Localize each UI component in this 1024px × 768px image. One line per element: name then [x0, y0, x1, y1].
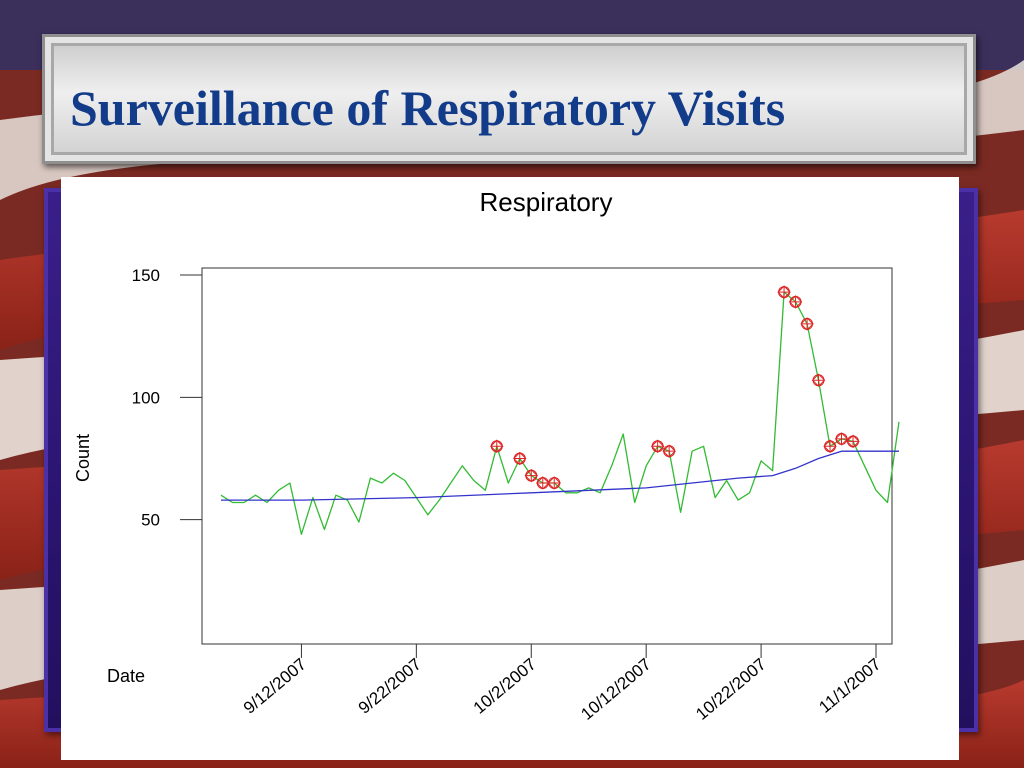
x-tick-label: 10/2/2007 [470, 655, 540, 718]
alert-marker [834, 432, 849, 446]
x-tick-label: 11/1/2007 [815, 655, 884, 717]
alert-marker [788, 295, 803, 309]
y-tick-label: 50 [141, 511, 160, 530]
observed-series-line [220, 291, 900, 535]
respiratory-chart: Respiratory 50 100 150 9/12/2007 9/22/2007 1… [73, 187, 900, 724]
alert-marker [777, 285, 791, 299]
x-axis-label: Date [107, 666, 145, 686]
plot-frame [201, 267, 893, 645]
alert-marker [811, 373, 826, 387]
alert-marker [547, 476, 561, 490]
series-layer [220, 291, 900, 535]
y-axis: 50 100 150 [132, 266, 202, 530]
chart-title: Respiratory [480, 187, 613, 217]
alert-layer [490, 285, 860, 490]
title-frame [42, 34, 976, 164]
y-tick-label: 100 [132, 388, 160, 407]
y-axis-label: Count [73, 434, 93, 482]
x-tick-label: 10/22/2007 [692, 655, 769, 724]
x-tick-label: 10/12/2007 [577, 655, 654, 724]
alert-marker [823, 439, 837, 453]
alert-marker [490, 439, 504, 453]
alert-marker [846, 434, 860, 449]
alert-marker [800, 317, 814, 331]
x-tick-label: 9/12/2007 [240, 655, 310, 718]
alert-marker [524, 468, 538, 483]
y-tick-label: 150 [132, 266, 160, 285]
baseline-series-line [221, 450, 899, 501]
x-axis: 9/12/2007 9/22/2007 10/2/2007 10/12/2007 10/… [240, 644, 885, 724]
alert-marker [662, 444, 676, 458]
alert-marker [536, 476, 550, 490]
x-tick-label: 9/22/2007 [355, 655, 425, 718]
slide-title: Surveillance of Respiratory Visits [70, 80, 786, 136]
chart-card: Respiratory 50 100 150 9/12/2007 9/22/2007 1… [61, 177, 959, 760]
alert-marker [513, 451, 527, 466]
alert-marker [650, 439, 665, 453]
